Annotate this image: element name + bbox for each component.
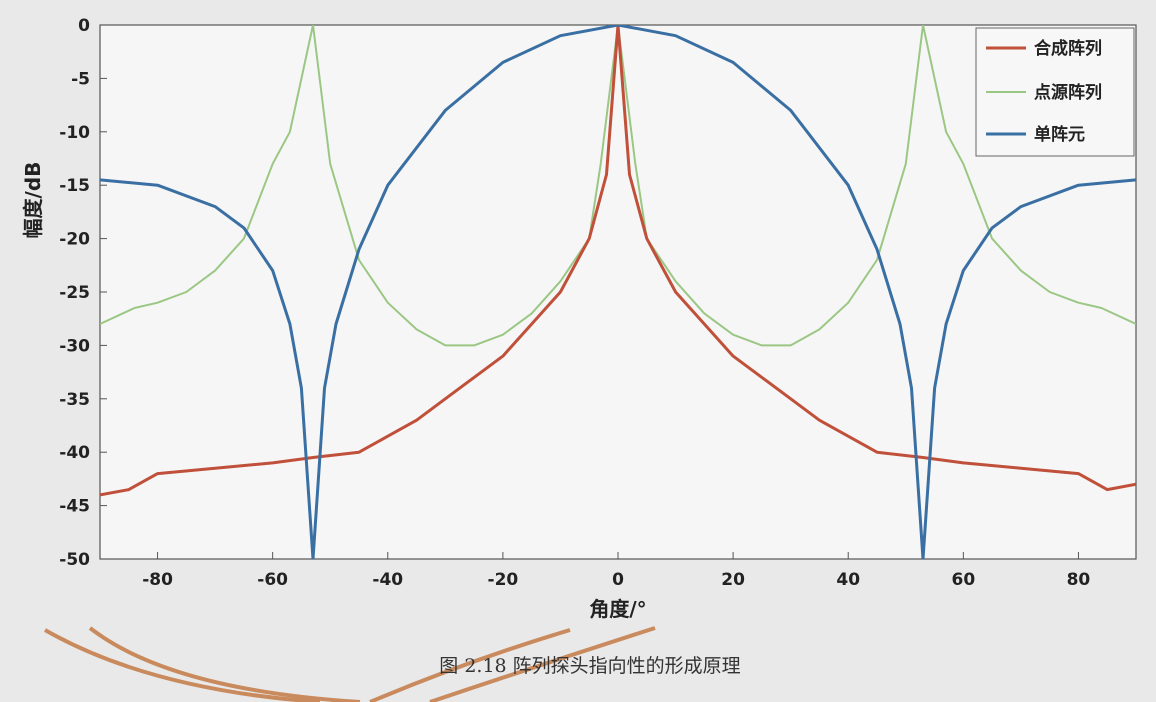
y-tick-label: -15 — [59, 176, 90, 196]
decorative-arcs — [44, 626, 656, 702]
series-line-2 — [100, 25, 1136, 559]
y-tick-label: -25 — [59, 283, 90, 303]
x-tick-label: -80 — [142, 570, 173, 590]
y-tick-label: -40 — [59, 443, 90, 463]
y-tick-label: -30 — [59, 336, 90, 356]
series-line-0 — [100, 25, 1136, 497]
legend: 合成阵列 点源阵列 单阵元 — [975, 27, 1135, 157]
x-axis: -80 -60 -40 -20 0 20 40 60 80 — [142, 552, 1090, 590]
legend-label-1: 点源阵列 — [1034, 82, 1102, 103]
x-tick-label: 20 — [721, 570, 745, 590]
y-tick-label: -45 — [59, 497, 90, 517]
y-tick-label: -10 — [59, 123, 90, 143]
series-line-1 — [100, 25, 1136, 347]
plot-area — [99, 24, 1137, 560]
legend-label-0: 合成阵列 — [1034, 38, 1102, 59]
y-axis-label: 幅度/dB — [21, 162, 45, 239]
x-axis-label: 角度/° — [589, 597, 646, 621]
y-tick-label: -50 — [59, 550, 90, 570]
y-tick-label: 0 — [78, 16, 90, 36]
x-tick-label: 40 — [836, 570, 860, 590]
legend-label-2: 单阵元 — [1034, 124, 1085, 145]
y-tick-label: -20 — [59, 230, 90, 250]
x-tick-label: -20 — [488, 570, 519, 590]
y-tick-label: -5 — [71, 69, 90, 89]
x-tick-label: -40 — [372, 570, 403, 590]
series-group — [100, 25, 1136, 559]
figure-caption: 图 2.18 阵列探头指向性的形成原理 — [439, 655, 740, 677]
x-tick-label: -60 — [257, 570, 288, 590]
y-axis: 0 -5 -10 -15 -20 -25 -30 -35 -40 -45 -50 — [59, 16, 107, 570]
x-tick-label: 60 — [951, 570, 975, 590]
x-tick-label: 0 — [612, 570, 624, 590]
y-tick-label: -35 — [59, 390, 90, 410]
x-tick-label: 80 — [1067, 570, 1091, 590]
